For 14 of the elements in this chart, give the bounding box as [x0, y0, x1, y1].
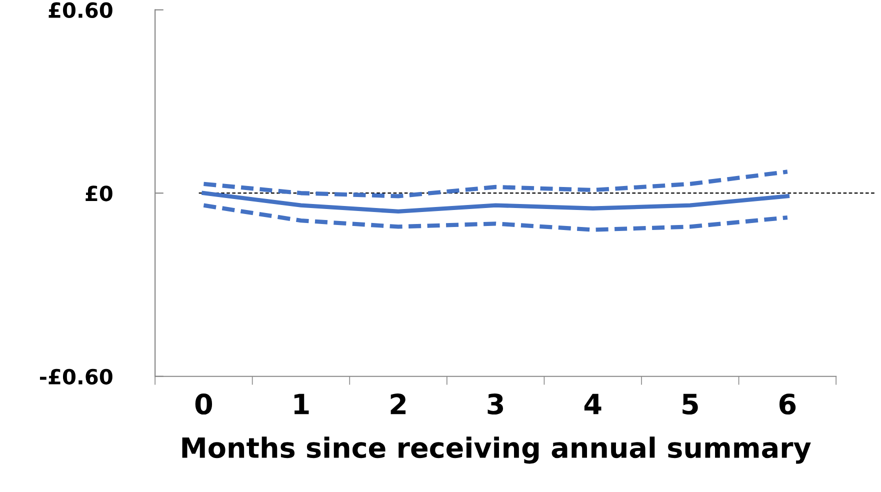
y-tick-label: £0 [86, 186, 112, 202]
x-tick-label: 0 [195, 394, 212, 415]
line-series [202, 191, 790, 214]
x-tick-label: 5 [682, 394, 698, 415]
line-series [202, 170, 790, 198]
line-series [202, 203, 790, 232]
x-tick-label: 1 [294, 394, 309, 414]
x-tick-label: 3 [488, 394, 504, 415]
x-tick-label: 6 [779, 394, 796, 415]
y-tick-label: -£0.60 [40, 368, 112, 385]
y-tick-label: £0.60 [48, 2, 112, 18]
x-tick-label: 4 [584, 394, 602, 414]
x-axis-title: Months since receiving annual summary [182, 436, 811, 464]
x-tick-label: 2 [390, 394, 406, 414]
